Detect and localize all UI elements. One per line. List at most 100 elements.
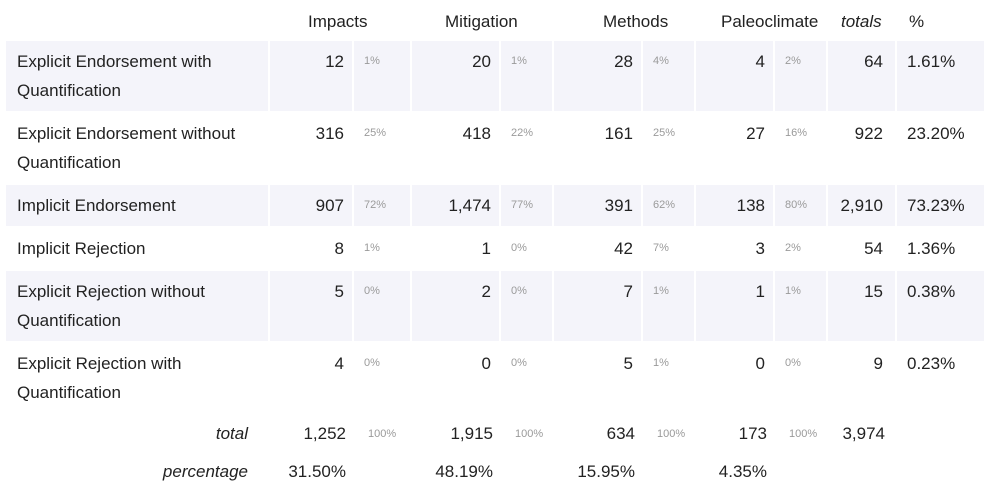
total-paleoclimate: 173 bbox=[696, 415, 775, 453]
cell-methods-value: 7 bbox=[554, 271, 643, 343]
data-table: Impacts Mitigation Methods Paleoclimate … bbox=[6, 3, 986, 491]
row-label: Explicit Endorsement with Quantification bbox=[6, 41, 270, 113]
row-label: Implicit Rejection bbox=[6, 228, 270, 271]
cell-mitigation-pct: 0% bbox=[501, 343, 554, 415]
row-total: 2,910 bbox=[828, 185, 897, 228]
table-row: Explicit Endorsement without Quantificat… bbox=[6, 113, 986, 185]
cell-paleoclimate-pct: 2% bbox=[775, 41, 828, 113]
cell-impacts-value: 8 bbox=[270, 228, 354, 271]
cell-impacts-value: 316 bbox=[270, 113, 354, 185]
corner-cell bbox=[6, 3, 270, 41]
table-row: Explicit Rejection with Quantification 4 0… bbox=[6, 343, 986, 415]
cell-mitigation-value: 1,474 bbox=[412, 185, 501, 228]
cell-mitigation-value: 20 bbox=[412, 41, 501, 113]
cell-impacts-pct: 1% bbox=[354, 41, 412, 113]
row-total: 64 bbox=[828, 41, 897, 113]
cell-paleoclimate-value: 4 bbox=[696, 41, 775, 113]
column-header-totals: totals bbox=[841, 12, 882, 31]
column-header-mitigation: Mitigation bbox=[445, 12, 518, 31]
row-label: Implicit Endorsement bbox=[6, 185, 270, 228]
percentage-impacts: 31.50% bbox=[270, 453, 354, 491]
empty-cell bbox=[775, 453, 828, 491]
cell-paleoclimate-pct: 1% bbox=[775, 271, 828, 343]
cell-methods-pct: 62% bbox=[643, 185, 696, 228]
cell-methods-pct: 1% bbox=[643, 343, 696, 415]
total-paleoclimate-pct: 100% bbox=[775, 415, 828, 453]
cell-mitigation-pct: 1% bbox=[501, 41, 554, 113]
row-total: 15 bbox=[828, 271, 897, 343]
percentage-mitigation: 48.19% bbox=[412, 453, 501, 491]
row-percent: 73.23% bbox=[897, 185, 986, 228]
cell-methods-value: 161 bbox=[554, 113, 643, 185]
row-label: Explicit Rejection without Quantificatio… bbox=[6, 271, 270, 343]
empty-cell bbox=[643, 453, 696, 491]
total-mitigation-pct: 100% bbox=[501, 415, 554, 453]
cell-impacts-pct: 0% bbox=[354, 271, 412, 343]
column-header-impacts: Impacts bbox=[308, 12, 368, 31]
cell-methods-value: 42 bbox=[554, 228, 643, 271]
cell-methods-pct: 25% bbox=[643, 113, 696, 185]
percentage-row-label: percentage bbox=[6, 453, 270, 491]
table-row: Explicit Endorsement with Quantification… bbox=[6, 41, 986, 113]
empty-cell bbox=[354, 453, 412, 491]
cell-methods-pct: 4% bbox=[643, 41, 696, 113]
grand-total: 3,974 bbox=[828, 415, 897, 453]
cell-mitigation-pct: 0% bbox=[501, 228, 554, 271]
cell-paleoclimate-value: 3 bbox=[696, 228, 775, 271]
cell-paleoclimate-pct: 80% bbox=[775, 185, 828, 228]
cell-impacts-value: 12 bbox=[270, 41, 354, 113]
row-percent: 0.23% bbox=[897, 343, 986, 415]
cell-methods-value: 391 bbox=[554, 185, 643, 228]
row-total: 54 bbox=[828, 228, 897, 271]
row-percent: 1.36% bbox=[897, 228, 986, 271]
endorsement-table-chart: Impacts Mitigation Methods Paleoclimate … bbox=[6, 12, 986, 481]
row-label: Explicit Endorsement without Quantificat… bbox=[6, 113, 270, 185]
empty-cell bbox=[897, 453, 986, 491]
cell-paleoclimate-pct: 16% bbox=[775, 113, 828, 185]
total-mitigation: 1,915 bbox=[412, 415, 501, 453]
cell-mitigation-pct: 22% bbox=[501, 113, 554, 185]
percentage-row: percentage 31.50% 48.19% 15.95% 4.35% bbox=[6, 453, 986, 491]
total-methods-pct: 100% bbox=[643, 415, 696, 453]
cell-impacts-pct: 72% bbox=[354, 185, 412, 228]
cell-impacts-pct: 25% bbox=[354, 113, 412, 185]
column-header-percent: % bbox=[909, 12, 925, 31]
total-impacts-pct: 100% bbox=[354, 415, 412, 453]
empty-cell bbox=[897, 415, 986, 453]
row-percent: 1.61% bbox=[897, 41, 986, 113]
percentage-paleoclimate: 4.35% bbox=[696, 453, 775, 491]
total-row-label: total bbox=[6, 415, 270, 453]
cell-paleoclimate-pct: 0% bbox=[775, 343, 828, 415]
cell-methods-value: 28 bbox=[554, 41, 643, 113]
row-percent: 0.38% bbox=[897, 271, 986, 343]
cell-paleoclimate-pct: 2% bbox=[775, 228, 828, 271]
cell-mitigation-value: 2 bbox=[412, 271, 501, 343]
row-percent: 23.20% bbox=[897, 113, 986, 185]
cell-impacts-pct: 1% bbox=[354, 228, 412, 271]
row-total: 922 bbox=[828, 113, 897, 185]
cell-impacts-value: 4 bbox=[270, 343, 354, 415]
row-total: 9 bbox=[828, 343, 897, 415]
cell-paleoclimate-value: 1 bbox=[696, 271, 775, 343]
cell-paleoclimate-value: 27 bbox=[696, 113, 775, 185]
cell-mitigation-pct: 77% bbox=[501, 185, 554, 228]
empty-cell bbox=[828, 453, 897, 491]
cell-impacts-value: 907 bbox=[270, 185, 354, 228]
cell-mitigation-value: 0 bbox=[412, 343, 501, 415]
cell-paleoclimate-value: 0 bbox=[696, 343, 775, 415]
empty-cell bbox=[501, 453, 554, 491]
row-label: Explicit Rejection with Quantification bbox=[6, 343, 270, 415]
cell-methods-value: 5 bbox=[554, 343, 643, 415]
cell-paleoclimate-value: 138 bbox=[696, 185, 775, 228]
header-row: Impacts Mitigation Methods Paleoclimate … bbox=[6, 3, 986, 41]
total-impacts: 1,252 bbox=[270, 415, 354, 453]
table-body: Explicit Endorsement with Quantification… bbox=[6, 41, 986, 415]
total-methods: 634 bbox=[554, 415, 643, 453]
table-row: Implicit Endorsement 907 72% 1,474 77% 391 62%… bbox=[6, 185, 986, 228]
cell-mitigation-pct: 0% bbox=[501, 271, 554, 343]
column-header-paleoclimate: Paleoclimate bbox=[721, 12, 819, 31]
cell-mitigation-value: 418 bbox=[412, 113, 501, 185]
cell-mitigation-value: 1 bbox=[412, 228, 501, 271]
cell-impacts-value: 5 bbox=[270, 271, 354, 343]
cell-methods-pct: 7% bbox=[643, 228, 696, 271]
